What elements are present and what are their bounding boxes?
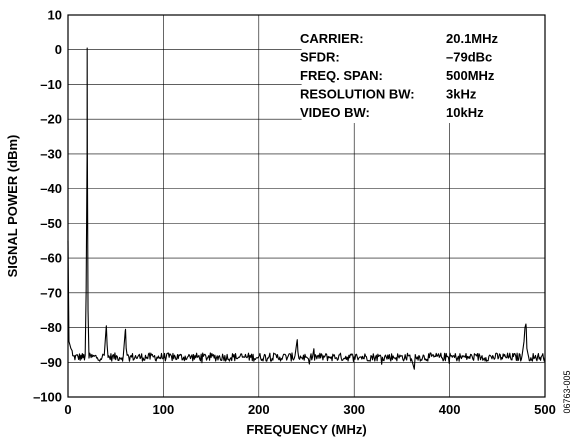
x-tick-labels: 0 100 200 300 400 500 <box>64 402 555 417</box>
x-tick-label-1: 100 <box>153 402 175 417</box>
y-axis-title: SIGNAL POWER (dBm) <box>5 135 20 278</box>
y-tick-label-6: –50 <box>40 216 62 231</box>
y-tick-label-11: –100 <box>33 390 62 405</box>
annotation-value-1: –79dBc <box>446 50 492 65</box>
grid-lines <box>68 15 545 397</box>
x-axis-title: FREQUENCY (MHz) <box>246 422 366 437</box>
y-tick-label-2: –10 <box>40 77 62 92</box>
x-tick-label-4: 400 <box>439 402 461 417</box>
annotation-label-3: RESOLUTION BW: <box>300 87 415 102</box>
spectrum-trace <box>67 47 546 370</box>
y-tick-label-5: –40 <box>40 181 62 196</box>
annotation-value-4: 10kHz <box>446 105 484 120</box>
annotation-value-2: 500MHz <box>446 68 495 83</box>
y-tick-label-1: 0 <box>55 42 62 57</box>
plot-frame <box>67 14 546 398</box>
annotation-label-1: SFDR: <box>300 50 340 65</box>
x-tick-label-3: 300 <box>343 402 365 417</box>
spectrum-trace-layer <box>67 47 546 370</box>
y-tick-label-7: –60 <box>40 251 62 266</box>
y-tick-label-4: –30 <box>40 146 62 161</box>
annotation-value-0: 20.1MHz <box>446 31 499 46</box>
annotation-box-background <box>301 16 545 123</box>
annotation-box: CARRIER: 20.1MHz SFDR: –79dBc FREQ. SPAN: 500… <box>300 31 499 120</box>
figure-id: 06763-005 <box>562 370 572 413</box>
x-tick-label-5: 500 <box>534 402 556 417</box>
annotation-label-2: FREQ. SPAN: <box>300 68 383 83</box>
annotation-label-0: CARRIER: <box>300 31 364 46</box>
x-tick-label-2: 200 <box>248 402 270 417</box>
y-tick-label-3: –20 <box>40 112 62 127</box>
annotation-label-4: VIDEO BW: <box>300 105 370 120</box>
x-tick-label-0: 0 <box>64 402 71 417</box>
annotation-value-3: 3kHz <box>446 87 477 102</box>
y-tick-label-10: –90 <box>40 355 62 370</box>
y-tick-label-0: 10 <box>48 8 62 23</box>
y-tick-labels: 10 0 –10 –20 –30 –40 –50 –60 –70 –80 –90 –100 <box>33 8 62 405</box>
y-tick-label-8: –70 <box>40 285 62 300</box>
y-tick-label-9: –80 <box>40 320 62 335</box>
